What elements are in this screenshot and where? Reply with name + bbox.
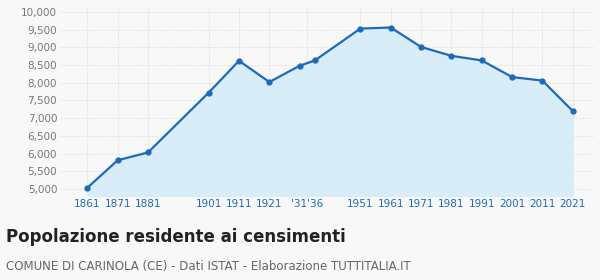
Text: COMUNE DI CARINOLA (CE) - Dati ISTAT - Elaborazione TUTTITALIA.IT: COMUNE DI CARINOLA (CE) - Dati ISTAT - E… <box>6 260 411 273</box>
Text: Popolazione residente ai censimenti: Popolazione residente ai censimenti <box>6 228 346 246</box>
